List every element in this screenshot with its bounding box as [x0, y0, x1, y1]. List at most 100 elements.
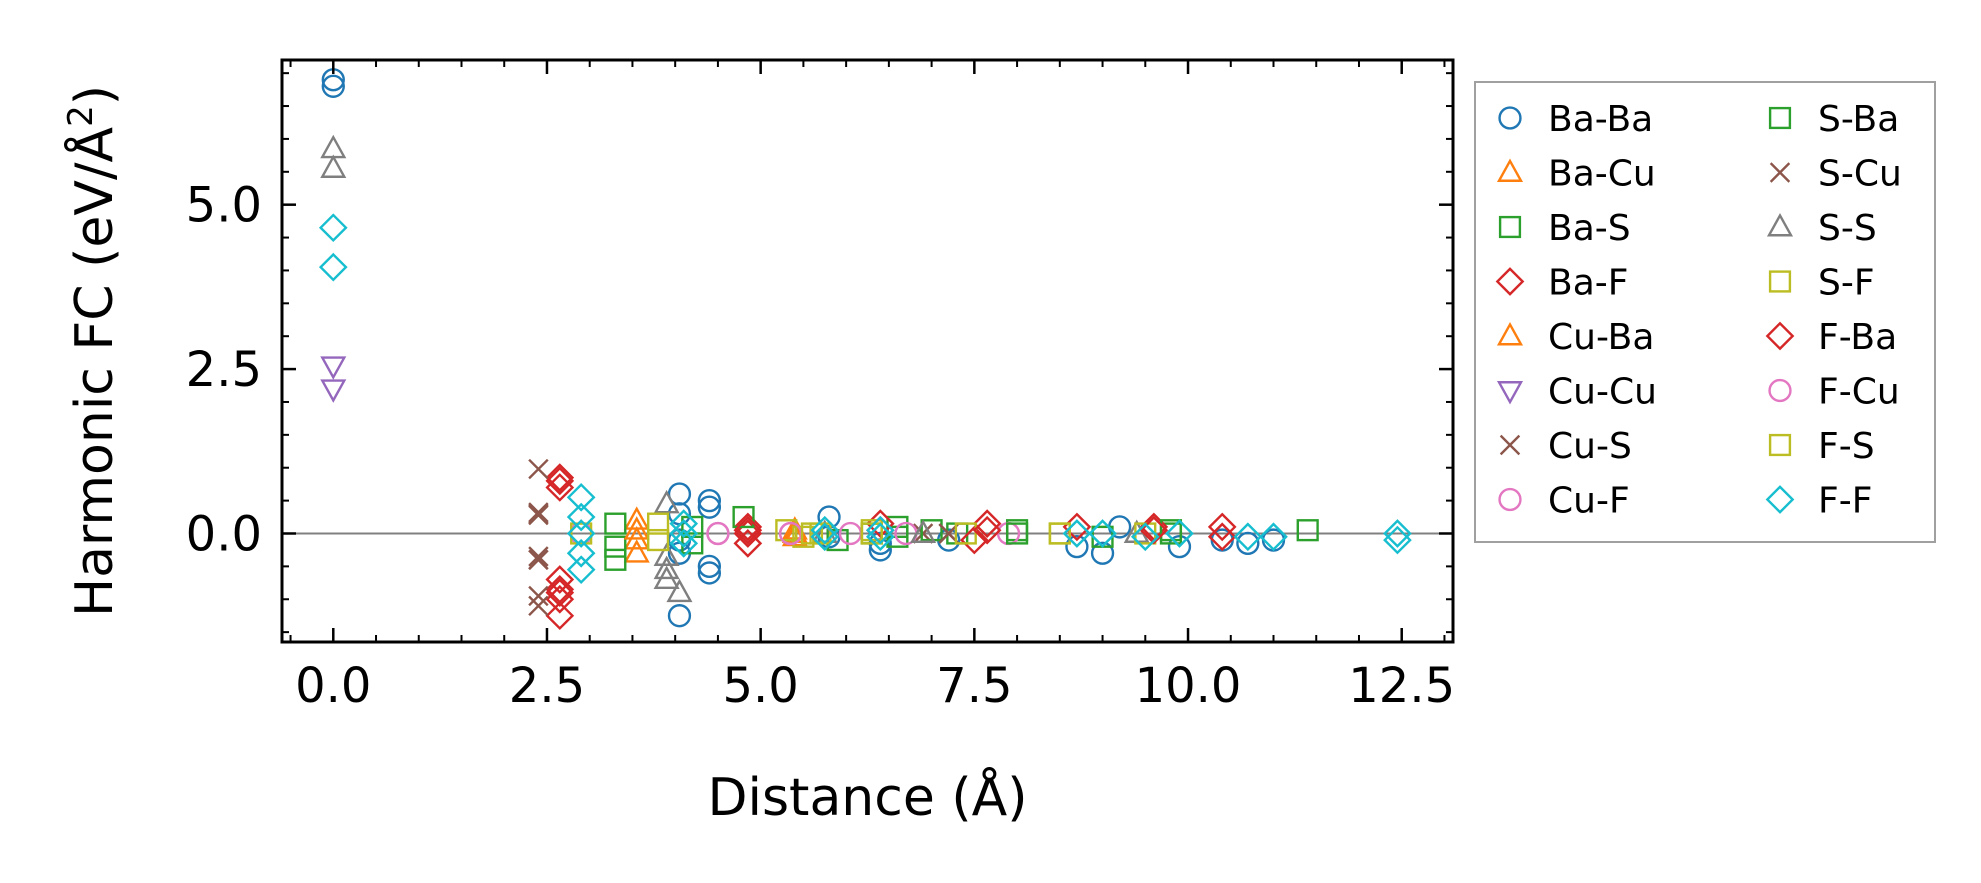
axes-frame: [280, 58, 1455, 644]
data-point: [1165, 519, 1194, 548]
data-point: [1383, 525, 1412, 555]
legend-marker: [1499, 434, 1521, 456]
data-point: [528, 549, 549, 570]
legend-item: Ba-Cu: [1496, 154, 1656, 195]
data-point: [321, 74, 345, 98]
x-tick-label: 7.5: [936, 658, 1012, 714]
data-point: [646, 528, 670, 552]
data-point: [1207, 512, 1237, 542]
series-ba-ba: [321, 68, 1286, 628]
y-tick-label: 5.0: [186, 178, 262, 234]
x-tick-label: 12.5: [1348, 658, 1455, 714]
data-point: [545, 463, 575, 492]
x-tick-label: 2.5: [509, 658, 585, 714]
data-point: [669, 529, 699, 558]
data-point: [320, 356, 347, 380]
data-point: [697, 554, 722, 579]
data-point: [860, 522, 883, 545]
data-point: [865, 522, 895, 552]
data-point: [320, 154, 347, 178]
legend-item: F-Cu: [1768, 372, 1900, 413]
legend-marker: [1498, 106, 1522, 130]
series-f-s: [800, 522, 1071, 545]
data-point: [954, 522, 977, 545]
data-point: [653, 489, 680, 514]
data-point: [604, 548, 627, 571]
legend-item: F-S: [1768, 426, 1875, 467]
data-point: [706, 521, 730, 546]
legend-label: F-Ba: [1818, 317, 1897, 358]
data-point: [604, 512, 627, 535]
data-point: [545, 473, 575, 502]
legend-marker: [1498, 215, 1522, 239]
legend-item: Ba-Ba: [1498, 99, 1653, 140]
data-point: [570, 522, 593, 545]
data-point: [733, 512, 763, 542]
data-point: [800, 522, 824, 545]
data-point: [318, 252, 348, 282]
data-point: [566, 502, 596, 532]
data-point: [566, 555, 596, 585]
data-point: [528, 546, 549, 567]
x-tick-label: 0.0: [295, 658, 371, 714]
data-point: [623, 539, 650, 563]
data-point: [667, 604, 692, 628]
data-point: [733, 529, 763, 558]
data-point: [1065, 534, 1089, 559]
data-point: [1233, 522, 1263, 552]
legend-item: Ba-S: [1498, 208, 1631, 249]
legend-label: S-Ba: [1818, 99, 1899, 140]
data-point: [810, 515, 840, 545]
data-point: [320, 134, 347, 159]
legend-label: F-Cu: [1818, 372, 1900, 413]
legend-label: Cu-Cu: [1548, 372, 1657, 413]
data-point: [566, 538, 596, 568]
data-point: [545, 584, 575, 614]
legend-label: Cu-Ba: [1548, 317, 1654, 358]
legend-label: S-F: [1818, 263, 1875, 304]
data-point: [566, 519, 596, 548]
data-point: [1167, 534, 1192, 559]
data-point: [566, 482, 596, 512]
data-point: [1159, 519, 1183, 542]
data-point: [623, 516, 650, 540]
data-point: [1207, 522, 1237, 552]
legend-marker: [1498, 487, 1522, 512]
data-point: [1383, 519, 1412, 548]
data-point: [528, 585, 549, 607]
data-point: [972, 509, 1002, 538]
data-point: [528, 595, 549, 617]
legend-marker: [1766, 212, 1794, 237]
data-point: [318, 213, 348, 243]
legend-label: F-F: [1818, 481, 1872, 522]
legend-label: Cu-F: [1548, 481, 1630, 522]
legend-item: S-Cu: [1769, 154, 1902, 195]
data-point: [697, 488, 722, 513]
data-point: [1048, 522, 1071, 545]
legend-marker: [1765, 321, 1795, 351]
data-point: [865, 515, 895, 545]
data-point: [545, 466, 575, 496]
data-point: [320, 379, 347, 403]
data-point: [959, 525, 989, 555]
legend-item: F-Ba: [1765, 317, 1897, 358]
data-point: [1090, 541, 1115, 565]
legend-item: Cu-F: [1498, 481, 1630, 522]
legend-item: S-S: [1766, 208, 1877, 249]
legend-label: F-S: [1818, 426, 1875, 467]
legend-marker: [1768, 106, 1792, 130]
legend: Ba-Ba Ba-Cu Ba-S Ba-F Cu-Ba Cu-Cu Cu-S Cu-F S-Ba…: [1474, 81, 1936, 543]
data-point: [920, 519, 943, 542]
plot-area: [282, 68, 1453, 631]
legend-marker: [1768, 270, 1792, 293]
legend-marker: [1496, 381, 1524, 405]
data-point: [653, 565, 680, 589]
data-point: [545, 601, 575, 631]
legend-item: S-F: [1768, 263, 1875, 304]
data-point: [653, 555, 680, 580]
y-axis-title-end: ): [65, 85, 125, 105]
x-axis-title: Distance (Å): [707, 766, 1027, 828]
legend-marker: [1496, 321, 1524, 346]
data-point: [528, 458, 549, 480]
